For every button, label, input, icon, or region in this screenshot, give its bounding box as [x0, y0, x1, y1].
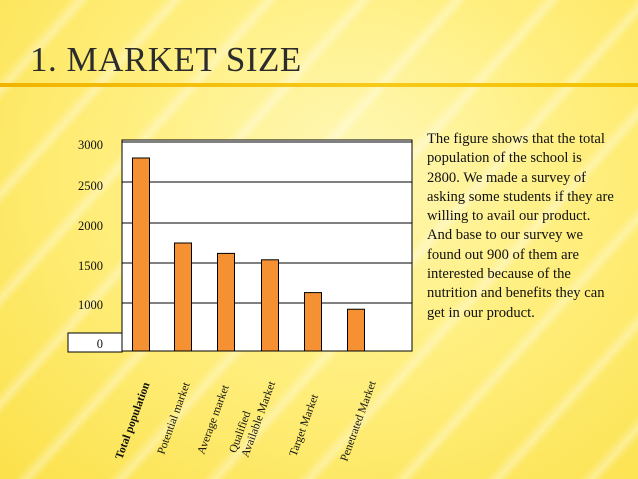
bar-penetrated-market [347, 308, 365, 352]
y-tick-label-1500: 1500 [78, 259, 103, 273]
x-tick-label: Average market [196, 383, 232, 456]
bar-potential-market [174, 242, 192, 352]
y-tick-label-2000: 2000 [78, 219, 103, 233]
market-size-description: The figure shows that the total populati… [427, 131, 614, 321]
x-tick-label-group: Potential market [156, 380, 193, 456]
x-tick-label: Penetrated Market [339, 379, 379, 463]
slide-title: 1. MARKET SIZE [30, 40, 302, 79]
bar-qualified-available-market [261, 259, 279, 352]
bar-average-market [217, 252, 235, 352]
x-tick-label-group: Total population [114, 380, 153, 461]
title-underline [0, 83, 638, 87]
bar-target-market [304, 292, 322, 352]
x-tick-label-group: Average market [196, 383, 232, 456]
y-tick-label-0: 0 [97, 337, 103, 351]
x-tick-label-group: Penetrated Market [339, 379, 379, 463]
axis-label-panel [67, 332, 123, 353]
x-tick-label-group: Target Market [288, 392, 322, 458]
y-tick-label-3000: 3000 [78, 138, 103, 152]
y-tick-label-1000: 1000 [78, 298, 103, 312]
y-tick-label-2500: 2500 [78, 179, 103, 193]
x-tick-label: Target Market [288, 392, 322, 458]
bar-total-population [132, 157, 150, 352]
x-tick-label: Potential market [156, 380, 193, 456]
x-tick-label: Total population [114, 380, 153, 461]
